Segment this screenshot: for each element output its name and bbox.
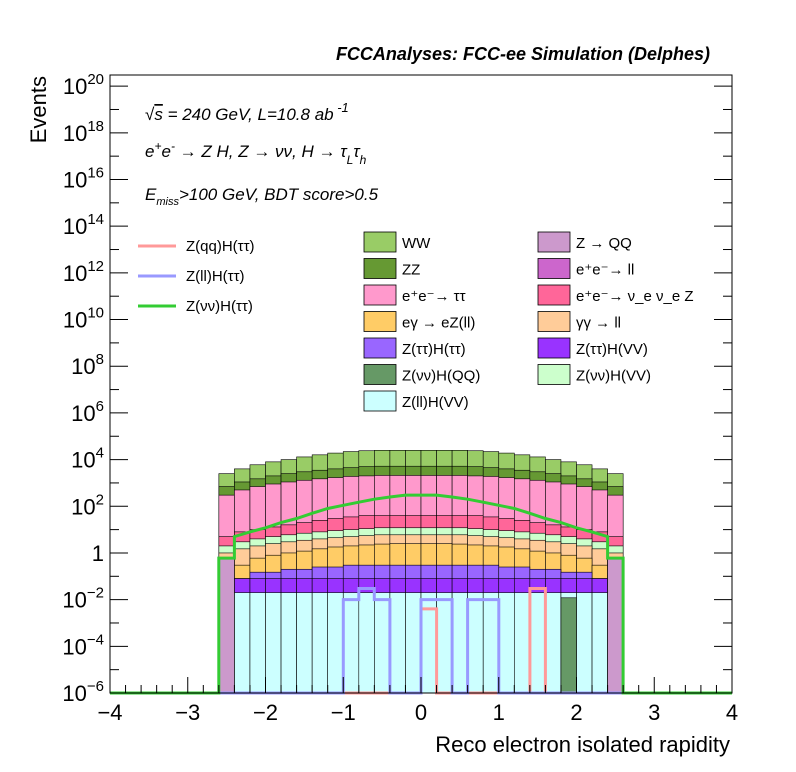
legend-label-ll: γγ → ll (576, 315, 621, 332)
x-tick-label: 3 (648, 700, 660, 725)
bar-z-ll-h-vv-20 (529, 592, 546, 694)
legend-label-e-e: e⁺e⁻→ ττ (402, 288, 466, 305)
y-tick-label: 1020 (63, 71, 104, 99)
legend-swatch-e-e (363, 284, 397, 306)
legend-swatch-ww (363, 231, 397, 253)
bar-z-ll-h-vv-10 (374, 592, 391, 694)
legend-label-e-ez-ll: eγ → eZ(ll) (402, 315, 475, 332)
bar-z-ll-h-vv-4 (280, 592, 297, 694)
bar-z-ll-h-vv-3 (265, 592, 282, 694)
legend-swatch-e-ez-ll (363, 311, 397, 332)
bar-z-qq-1 (607, 557, 624, 694)
bar-z-ll-h-vv-6 (311, 592, 328, 694)
legend-label-z-h-vv: Z(ττ)H(VV) (576, 341, 648, 358)
bar-z-ll-h-vv-16 (467, 592, 484, 694)
y-tick-label: 104 (71, 445, 104, 473)
x-tick-label: −2 (253, 700, 278, 725)
bar-z-qq-0 (218, 557, 235, 694)
x-tick-label: 4 (726, 700, 738, 725)
x-tick-label: 1 (493, 700, 505, 725)
legend-swatch-ll (537, 311, 571, 332)
legend-swatch-z-ll-h-vv (363, 390, 397, 412)
y-tick-label: 1016 (63, 165, 104, 193)
bar-z-ll-h-vv-1 (234, 592, 251, 694)
legend-label-zz: ZZ (402, 262, 420, 279)
bar-z-ll-h-vv-8 (342, 592, 360, 694)
legend-label-z-ll-h-vv: Z(ll)H(VV) (402, 394, 469, 411)
y-tick-label: 10−6 (62, 678, 104, 706)
annotation-process: e+e- → Z H, Z → νν, H → τLτh (145, 139, 367, 167)
chart-title: FCCAnalyses: FCC-ee Simulation (Delphes) (336, 44, 710, 64)
bar-z-ll-h-vv-17 (482, 592, 500, 694)
x-tick-label: −4 (97, 700, 122, 725)
y-tick-label: 102 (71, 491, 104, 519)
legend-swatch-z-h (363, 337, 397, 359)
legend-swatch-z-h-vv (537, 364, 571, 385)
y-tick-label: 1014 (63, 211, 104, 239)
bar-z-ll-h-vv-12 (405, 592, 422, 694)
bar-z-h-qq-0 (560, 597, 577, 694)
bar-z-ll-h-vv-9 (358, 592, 375, 694)
y-tick-label: 106 (71, 398, 104, 426)
legend-label-z-h: Z(νν)H(ττ) (186, 298, 253, 315)
line-z-h (110, 493, 732, 695)
legend-label-z-qq-h: Z(qq)H(ττ) (186, 238, 255, 255)
bar-z-ll-h-vv-21 (545, 592, 562, 694)
legend-swatch-z-h-qq (363, 364, 397, 385)
bar-z-ll-h-vv-2 (249, 592, 266, 694)
legend: Z(qq)H(ττ) Z(ll)H(ττ) Z(νν)H(ττ) WW Z → QQ ZZ… (138, 231, 694, 412)
legend-label-e-e-ll: e⁺e⁻→ ll (576, 262, 634, 279)
x-axis: −4 −3 −2 −1 0 1 2 3 4 (97, 677, 738, 725)
legend-label-z-h-vv: Z(νν)H(VV) (576, 368, 651, 385)
x-axis-label: Reco electron isolated rapidity (435, 732, 730, 757)
x-tick-label: 2 (570, 700, 582, 725)
legend-swatch-z-h-vv (537, 337, 571, 359)
legend-swatch-z-qq (537, 231, 571, 253)
legend-swatch-zz (363, 258, 397, 279)
x-tick-label: −3 (175, 700, 200, 725)
y-tick-label: 1 (92, 541, 104, 566)
bar-z-ll-h-vv-18 (498, 592, 515, 694)
legend-label-z-ll-h: Z(ll)H(ττ) (186, 268, 245, 285)
x-tick-label: −1 (331, 700, 356, 725)
bar-z-ll-h-vv-24 (591, 592, 608, 694)
legend-label-z-qq: Z → QQ (576, 235, 632, 252)
bar-z-ll-h-vv-23 (576, 592, 593, 694)
bar-z-ll-h-vv-11 (389, 592, 406, 694)
y-tick-label: 10−2 (62, 585, 104, 613)
y-tick-label: 10−4 (62, 631, 104, 659)
annotation-cuts: Emiss>100 GeV, BDT score>0.5 (145, 185, 379, 208)
bar-z-ll-h-vv-19 (513, 592, 531, 694)
legend-swatch-e-e-ll (537, 258, 571, 279)
overlay-histograms (218, 557, 624, 694)
bar-z-ll-h-vv-15 (451, 592, 468, 694)
x-tick-label: 0 (415, 700, 427, 725)
bar-z-ll-h-vv-5 (296, 592, 313, 694)
legend-swatch-e-e-e-e-z (537, 284, 571, 306)
bar-z-ll-h-vv-7 (327, 592, 344, 694)
legend-label-z-h-qq: Z(νν)H(QQ) (402, 368, 480, 385)
y-tick-label: 108 (71, 351, 104, 379)
annotation-energy: √s = 240 GeV, L=10.8 ab -1 (145, 100, 349, 124)
y-axis-label: Events (26, 76, 51, 143)
y-tick-label: 1018 (63, 118, 104, 146)
legend-label-ww: WW (402, 235, 431, 252)
legend-label-z-h: Z(ττ)H(ττ) (402, 341, 466, 358)
y-tick-label: 1010 (63, 305, 104, 333)
legend-label-e-e-e-e-z: e⁺e⁻→ ν_e ν_e Z (576, 288, 694, 305)
y-tick-label: 1012 (63, 258, 104, 286)
bar-z-ll-h-vv-14 (436, 592, 453, 694)
y-axis: 10−6 10−4 10−2 1 102 104 106 108 1010 1012 1014 101… (62, 71, 732, 706)
